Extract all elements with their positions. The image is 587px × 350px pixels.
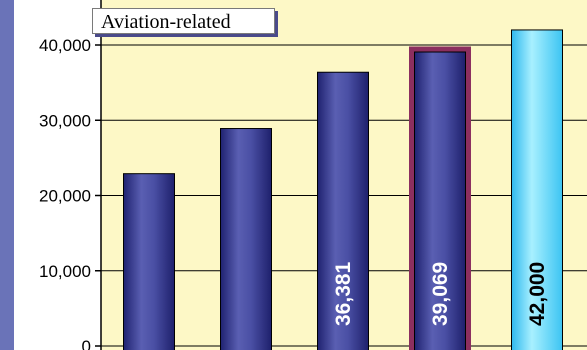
legend-box: Aviation-related <box>92 8 275 34</box>
y-tick-label: 0 <box>82 337 91 350</box>
bar-highlight-border <box>409 46 471 350</box>
bar <box>220 128 272 350</box>
y-tick-label: 10,000 <box>39 262 91 281</box>
bar-value-label: 39,069 <box>429 262 452 326</box>
bar-group: 36,381 <box>317 71 369 350</box>
bar <box>414 51 466 350</box>
bar <box>511 29 563 350</box>
bar-value-label: 36,381 <box>332 261 355 326</box>
left-panel <box>0 0 14 350</box>
bar-group <box>220 128 272 350</box>
bar <box>317 71 369 350</box>
legend-label: Aviation-related <box>101 11 231 33</box>
y-tick-label: 40,000 <box>39 36 91 55</box>
y-axis-ticks: 0 10,000 20,000 30,000 40,000 <box>39 36 101 350</box>
bar-group: 42,000 <box>511 29 563 350</box>
bar-value-label: 42,000 <box>526 262 549 326</box>
bar <box>123 173 175 350</box>
y-tick-label: 30,000 <box>39 111 91 130</box>
bar-group: 39,069 <box>409 46 471 350</box>
y-tick-label: 20,000 <box>39 187 91 206</box>
bars: 36,381 39,069 42,000 <box>123 29 563 350</box>
bar-group <box>123 173 175 350</box>
